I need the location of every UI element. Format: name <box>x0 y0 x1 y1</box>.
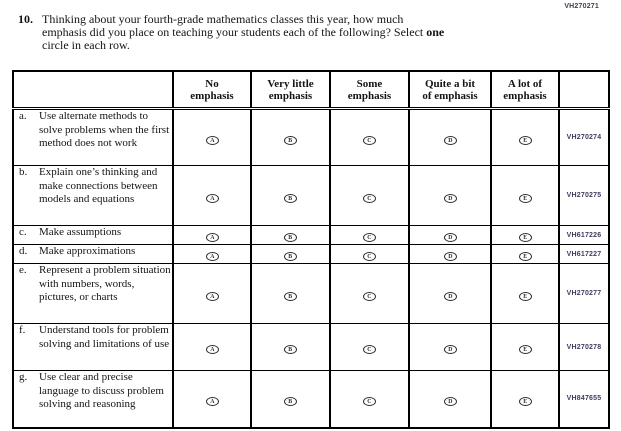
answer-bubble[interactable]: B <box>284 396 297 406</box>
table-row-f: f. Understand tools for problem solving a… <box>12 323 610 371</box>
answer-bubble[interactable]: D <box>443 135 457 145</box>
row-code: VH270274 <box>558 108 610 166</box>
answer-bubble[interactable]: A <box>205 252 219 261</box>
question-bold-word: one <box>426 25 445 39</box>
answer-bubble[interactable]: B <box>284 345 297 354</box>
answer-bubble[interactable]: E <box>518 345 532 354</box>
row-label-a: a. Use alternate methods to solve problem… <box>12 108 174 166</box>
table-row-b: b. Explain one’s thinking and make connec… <box>12 165 610 226</box>
row-label-g: g. Use clear and precise language to disc… <box>12 370 174 428</box>
answer-bubble[interactable]: D <box>443 193 457 203</box>
answer-bubble[interactable]: C <box>363 193 376 203</box>
column-header-no-emphasis: No emphasis <box>172 70 252 110</box>
answer-bubble[interactable]: C <box>363 233 376 242</box>
answer-bubble[interactable]: C <box>363 345 376 354</box>
column-header-a-lot-of-emphasis: A lot of emphasis <box>490 70 560 110</box>
question-text: Thinking about your fourth-grade mathema… <box>42 13 444 52</box>
answer-bubble[interactable]: E <box>518 291 532 301</box>
question-line-3: circle in each row. <box>42 38 130 52</box>
emphasis-table: No emphasis Very little emphasis Some empha… <box>12 70 610 429</box>
answer-bubble[interactable]: B <box>284 291 297 301</box>
row-code: VH270275 <box>558 165 610 226</box>
row-label-e: e. Represent a problem situation with num… <box>12 263 174 324</box>
row-label-d: d. Make approximations <box>12 244 174 264</box>
answer-bubble[interactable]: B <box>284 233 297 242</box>
table-row-a: a. Use alternate methods to solve problem… <box>12 108 610 166</box>
answer-bubble[interactable]: C <box>363 396 376 406</box>
header-empty-cell <box>12 70 174 110</box>
row-label-c: c. Make assumptions <box>12 225 174 245</box>
answer-bubble[interactable]: B <box>284 193 297 203</box>
question-line-2: emphasis did you place on teaching your … <box>42 25 445 39</box>
answer-bubble[interactable]: C <box>363 135 376 145</box>
table-row-g: g. Use clear and precise language to disc… <box>12 370 610 428</box>
answer-bubble[interactable]: D <box>443 396 457 406</box>
question-line-1: Thinking about your fourth-grade mathema… <box>42 12 404 26</box>
answer-bubble[interactable]: A <box>205 345 219 354</box>
row-label-b: b. Explain one’s thinking and make connec… <box>12 165 174 226</box>
answer-bubble[interactable]: E <box>518 396 532 406</box>
form-code: VH270271 <box>564 3 599 10</box>
table-row-e: e. Represent a problem situation with num… <box>12 263 610 324</box>
column-header-very-little-emphasis: Very little emphasis <box>250 70 331 110</box>
answer-bubble[interactable]: A <box>205 193 219 203</box>
answer-bubble[interactable]: A <box>205 135 219 145</box>
answer-bubble[interactable]: D <box>443 252 457 261</box>
answer-bubble[interactable]: E <box>518 252 532 261</box>
answer-bubble[interactable]: E <box>518 193 532 203</box>
table-row-c: c. Make assumptions A B C D E VH617226 <box>12 225 610 245</box>
row-code: VH270278 <box>558 323 610 371</box>
answer-bubble[interactable]: D <box>443 345 457 354</box>
answer-bubble[interactable]: D <box>443 291 457 301</box>
answer-bubble[interactable]: C <box>363 252 376 261</box>
answer-bubble[interactable]: B <box>284 252 297 261</box>
column-header-some-emphasis: Some emphasis <box>329 70 410 110</box>
header-code-cell <box>558 70 610 110</box>
question-number: 10. <box>18 12 33 26</box>
header-row: No emphasis Very little emphasis Some empha… <box>12 70 610 110</box>
row-code: VH847655 <box>558 370 610 428</box>
answer-bubble[interactable]: E <box>518 135 532 145</box>
answer-bubble[interactable]: A <box>205 291 219 301</box>
column-header-quite-a-bit-of-emphasis: Quite a bit of emphasis <box>408 70 492 110</box>
row-label-f: f. Understand tools for problem solving a… <box>12 323 174 371</box>
answer-bubble[interactable]: E <box>518 233 532 242</box>
answer-bubble[interactable]: A <box>205 396 219 406</box>
answer-bubble[interactable]: B <box>284 135 297 145</box>
table-row-d: d. Make approximations A B C D E VH617227 <box>12 244 610 264</box>
row-code: VH617226 <box>558 225 610 245</box>
question-block: 10. Thinking about your fourth-grade mat… <box>18 13 578 52</box>
answer-bubble[interactable]: C <box>363 291 376 301</box>
answer-bubble[interactable]: D <box>443 233 457 242</box>
answer-bubble[interactable]: A <box>205 233 219 242</box>
row-code: VH270277 <box>558 263 610 324</box>
row-code: VH617227 <box>558 244 610 264</box>
